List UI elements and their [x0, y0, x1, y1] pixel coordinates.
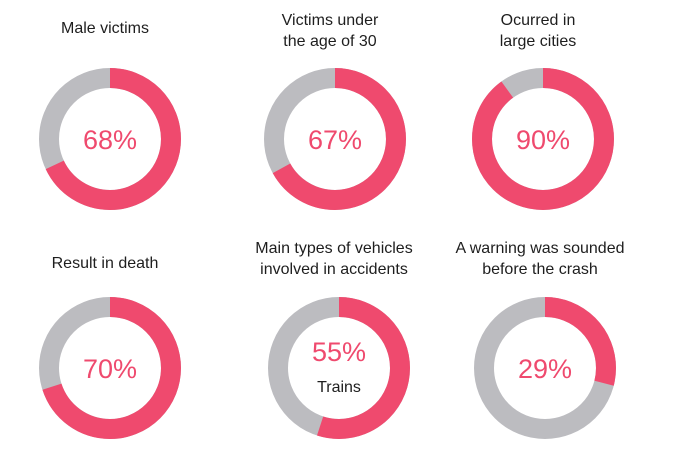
- donut-card: A warning was sounded before the crash 29…: [440, 233, 640, 462]
- donut-value-arc: [39, 297, 181, 439]
- donut-value-arc: [268, 297, 410, 439]
- donut-card: Result in death 70%: [5, 233, 205, 462]
- donut-percent-label: 67%: [308, 125, 362, 155]
- donut-percent-label: 68%: [83, 125, 137, 155]
- donut-chart: 70%: [35, 293, 185, 443]
- donut-card: Ocurred in large cities 90%: [438, 0, 638, 229]
- donut-percent-label: 55%: [312, 337, 366, 367]
- donut-svg: 90%: [472, 68, 614, 210]
- chart-title: Male victims: [60, 20, 149, 37]
- donut-value-arc: [264, 68, 406, 210]
- donut-chart: 29%: [470, 293, 620, 443]
- donut-svg: 29%: [474, 297, 616, 439]
- donut-sublabel: Trains: [317, 379, 361, 396]
- donut-svg: 68%: [39, 68, 181, 210]
- donut-svg: 70%: [39, 297, 181, 439]
- donut-chart: 67%: [260, 64, 410, 214]
- donut-chart: 68%: [35, 64, 185, 214]
- donut-svg: 55% Trains: [268, 297, 410, 439]
- donut-card: Male victims 68%: [5, 0, 205, 229]
- donut-svg: 67%: [264, 68, 406, 210]
- donut-chart: 90%: [468, 64, 618, 214]
- donut-percent-label: 70%: [83, 354, 137, 384]
- donut-value-arc: [474, 297, 616, 439]
- donut-percent-label: 90%: [516, 125, 570, 155]
- chart-title: Ocurred in large cities: [499, 12, 577, 50]
- chart-title: A warning was sounded before the crash: [455, 240, 625, 278]
- donut-chart: 55% Trains: [264, 293, 414, 443]
- donut-percent-label: 29%: [518, 354, 572, 384]
- chart-title: Result in death: [51, 255, 159, 272]
- chart-title: Victims under the age of 30: [281, 12, 379, 50]
- chart-title: Main types of vehicles involved in accid…: [255, 240, 413, 278]
- donut-card: Victims under the age of 30 67%: [230, 0, 430, 229]
- donut-value-arc: [472, 68, 614, 210]
- donut-value-arc: [39, 68, 181, 210]
- donut-card: Main types of vehicles involved in accid…: [234, 233, 434, 462]
